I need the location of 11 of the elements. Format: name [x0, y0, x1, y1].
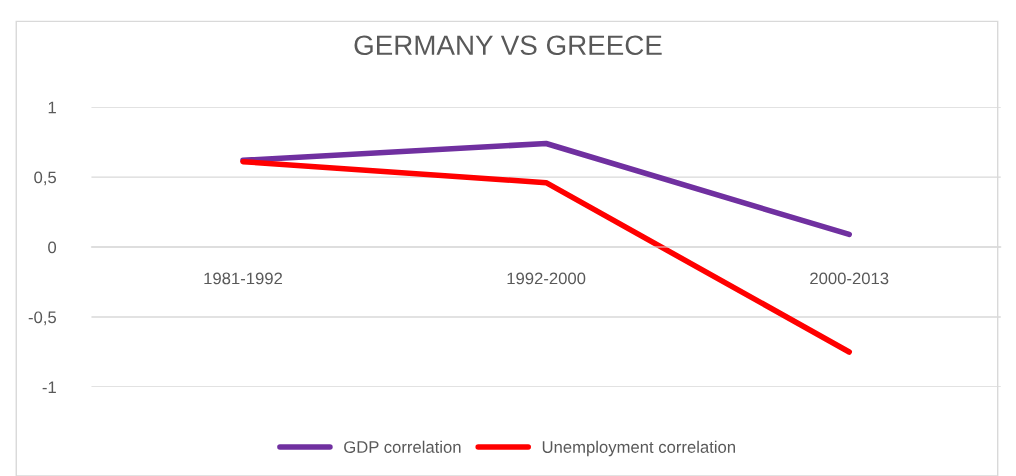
- y-tick-label: -0,5: [28, 311, 57, 326]
- y-tick-label: 1: [48, 101, 56, 114]
- y-tick-label: 0: [48, 241, 57, 254]
- chart-title: GERMANY VS GREECE: [354, 35, 662, 56]
- legend-label: Unemployment correlation: [542, 440, 735, 457]
- x-tick-label: 2000-2013: [810, 272, 889, 285]
- y-tick-label: -1: [42, 381, 56, 394]
- legend-label: GDP correlation: [344, 440, 461, 453]
- x-tick-label: 1992-2000: [507, 272, 586, 285]
- y-tick-label: 0,5: [34, 171, 57, 186]
- x-tick-label: 1981-1992: [204, 272, 283, 285]
